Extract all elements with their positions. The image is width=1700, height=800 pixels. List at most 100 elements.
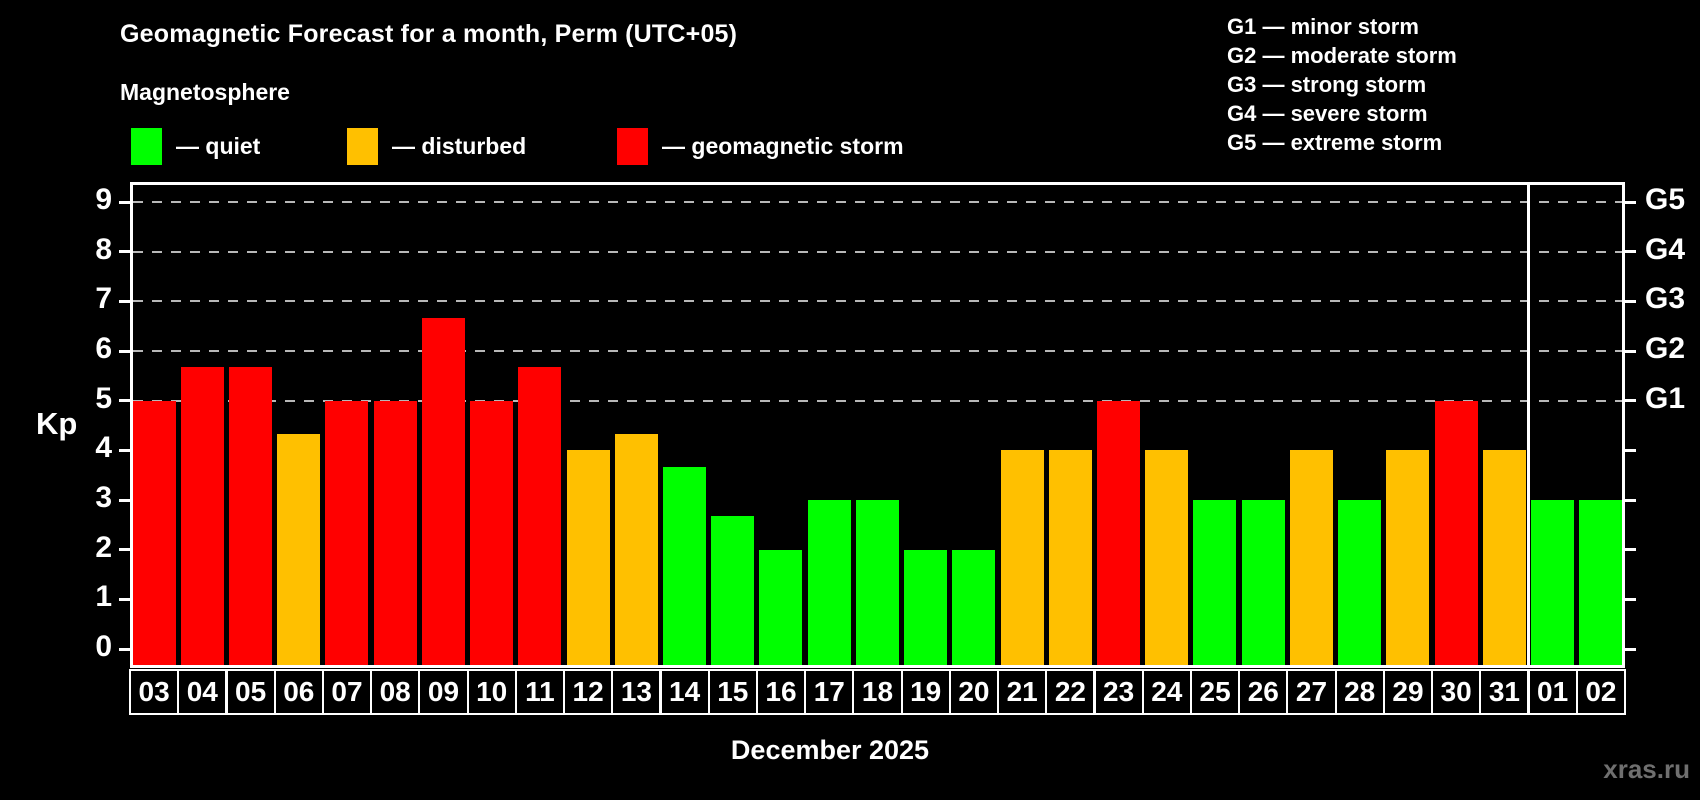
y-tick-right-4 (1625, 448, 1636, 452)
right-axis-label-G3: G3 (1645, 282, 1686, 316)
y-axis-label: Kp (36, 406, 78, 441)
day-label-09: 09 (418, 669, 469, 715)
y-tick-left-1 (119, 597, 130, 601)
day-label-19: 19 (900, 669, 951, 715)
day-label-08: 08 (370, 669, 421, 715)
storm-scale-line-g3: G3 — strong storm (1227, 72, 1427, 97)
right-axis-label-G1: G1 (1645, 381, 1686, 415)
y-tick-right-2 (1625, 548, 1636, 552)
kp-bar-day-21 (1001, 450, 1044, 665)
right-axis-label-G4: G4 (1645, 232, 1686, 266)
kp-bar-day-29 (1386, 450, 1429, 665)
legend-label-disturbed: — disturbed (392, 132, 527, 159)
watermark: xras.ru (1603, 754, 1690, 784)
day-label-13: 13 (611, 669, 662, 715)
day-label-18: 18 (852, 669, 903, 715)
day-label-20: 20 (948, 669, 999, 715)
y-tick-right-3 (1625, 498, 1636, 502)
kp-bar-day-31 (1483, 450, 1526, 665)
kp-bar-day-03 (133, 400, 176, 665)
storm-scale-line-g4: G4 — severe storm (1227, 101, 1428, 126)
day-label-28: 28 (1334, 669, 1385, 715)
day-label-07: 07 (321, 669, 373, 715)
y-tick-label-1: 1 (95, 580, 112, 614)
day-label-23: 23 (1093, 669, 1144, 715)
day-label-02: 02 (1575, 669, 1626, 715)
legend-label-storm: — geomagnetic storm (662, 132, 904, 159)
y-tick-label-0: 0 (95, 630, 112, 663)
y-tick-label-3: 3 (95, 481, 112, 515)
day-label-10: 10 (466, 669, 517, 715)
y-tick-left-7 (119, 299, 130, 303)
y-tick-left-5 (119, 399, 130, 403)
kp-bar-day-25 (1193, 500, 1236, 665)
y-tick-left-2 (119, 548, 130, 552)
legend-swatch-storm (617, 127, 648, 165)
y-tick-right-0 (1625, 647, 1636, 651)
kp-bar-day-07 (325, 400, 368, 665)
kp-bar-day-12 (567, 450, 610, 665)
day-label-12: 12 (563, 669, 614, 715)
y-tick-label-6: 6 (95, 332, 112, 366)
y-tick-left-3 (119, 498, 130, 502)
day-label-05: 05 (225, 669, 276, 715)
storm-scale-line-g1: G1 — minor storm (1227, 14, 1419, 39)
month-divider-line (1527, 182, 1530, 668)
y-tick-label-7: 7 (95, 282, 112, 316)
kp-bar-day-20 (952, 549, 995, 665)
kp-bar-day-19 (904, 549, 947, 665)
y-tick-left-8 (119, 250, 130, 254)
kp-bar-day-27 (1290, 450, 1333, 665)
day-label-15: 15 (707, 669, 758, 715)
y-tick-label-9: 9 (95, 183, 112, 217)
kp-bar-day-02 (1579, 500, 1622, 665)
legend-swatch-disturbed (347, 127, 378, 165)
storm-scale-line-g2: G2 — moderate storm (1227, 43, 1457, 68)
day-label-30: 30 (1431, 669, 1482, 715)
right-axis-label-G5: G5 (1645, 183, 1686, 217)
y-tick-left-9 (119, 200, 130, 204)
day-label-14: 14 (659, 669, 710, 715)
kp-bar-day-01 (1531, 500, 1574, 665)
storm-scale-legend: G1 — minor storm G2 — moderate storm G3 — … (1227, 12, 1457, 157)
kp-bar-day-13 (615, 434, 658, 665)
kp-bar-day-16 (759, 549, 802, 665)
day-label-29: 29 (1382, 669, 1434, 715)
chart-title: Geomagnetic Forecast for a month, Perm (… (120, 20, 738, 48)
kp-bar-day-24 (1145, 450, 1188, 665)
y-tick-label-2: 2 (95, 530, 112, 564)
plot-frame (130, 182, 1625, 668)
gridline-kp-5 (133, 399, 1622, 402)
legend-label-quiet: — quiet (176, 132, 261, 159)
kp-bar-day-14 (663, 466, 706, 665)
kp-bar-day-09 (422, 317, 465, 665)
y-tick-left-4 (119, 448, 130, 452)
day-label-03: 03 (129, 669, 180, 715)
day-label-25: 25 (1190, 669, 1241, 715)
day-label-16: 16 (755, 669, 807, 715)
y-tick-right-5 (1625, 399, 1636, 403)
day-label-24: 24 (1141, 669, 1192, 715)
kp-bar-day-11 (518, 367, 561, 665)
kp-bar-day-30 (1435, 400, 1478, 665)
chart-subtitle: Magnetosphere (120, 79, 290, 105)
day-label-21: 21 (997, 669, 1048, 715)
legend-item-quiet: — quiet (131, 124, 260, 168)
day-label-17: 17 (804, 669, 855, 715)
gridline-kp-9 (133, 201, 1622, 204)
kp-bar-day-22 (1049, 450, 1092, 665)
y-tick-right-9 (1625, 200, 1636, 204)
x-axis-title: December 2025 (730, 735, 930, 765)
day-label-31: 31 (1479, 669, 1530, 715)
day-label-06: 06 (273, 669, 324, 715)
kp-bar-day-15 (711, 516, 754, 665)
kp-bar-day-05 (229, 367, 272, 665)
legend-swatch-quiet (131, 127, 162, 165)
day-label-22: 22 (1045, 669, 1096, 715)
legend-item-disturbed: — disturbed (347, 124, 526, 168)
y-tick-label-4: 4 (95, 431, 112, 465)
kp-bar-day-23 (1097, 400, 1140, 665)
y-tick-right-1 (1625, 597, 1636, 601)
kp-bar-day-26 (1242, 500, 1285, 665)
